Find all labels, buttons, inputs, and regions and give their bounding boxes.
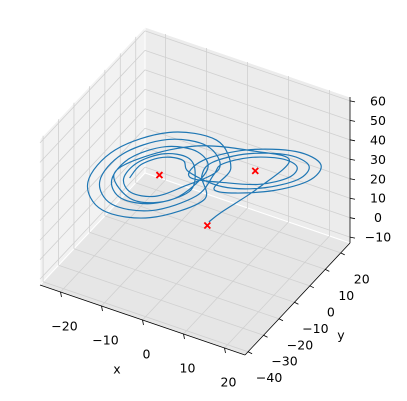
tick-mark bbox=[349, 217, 356, 220]
x-tick-label: −20 bbox=[51, 319, 77, 334]
grid-line bbox=[39, 147, 146, 260]
grid-line bbox=[144, 30, 351, 102]
y-axis-label: y bbox=[337, 328, 345, 343]
z-tick-label: 0 bbox=[374, 210, 382, 225]
grid-line bbox=[144, 88, 351, 160]
x-axis-label: x bbox=[113, 362, 120, 377]
y-tick-label: 0 bbox=[327, 304, 335, 319]
y-tick-label: −40 bbox=[256, 370, 282, 385]
grid-line bbox=[144, 69, 351, 141]
tick-mark bbox=[349, 158, 356, 161]
tick-mark bbox=[224, 347, 226, 354]
y-tick-label: 10 bbox=[338, 288, 354, 303]
grid-line bbox=[224, 235, 330, 349]
tick-mark bbox=[349, 178, 356, 181]
tick-mark bbox=[340, 252, 345, 256]
grid-line bbox=[39, 30, 146, 144]
tick-mark bbox=[349, 119, 356, 122]
marker-x bbox=[203, 221, 211, 230]
z-tick-label: 20 bbox=[370, 171, 386, 186]
tick-mark bbox=[278, 318, 284, 322]
tick-mark bbox=[60, 291, 62, 298]
grid-line bbox=[60, 179, 166, 293]
grid-line bbox=[39, 89, 146, 202]
z-tick-label: 30 bbox=[370, 152, 386, 167]
tick-mark bbox=[294, 301, 299, 305]
y-tick-label: −20 bbox=[287, 337, 313, 352]
x-tick-label: 10 bbox=[180, 361, 196, 376]
grid-line bbox=[144, 147, 351, 219]
tick-mark bbox=[263, 334, 268, 338]
z-tick-label: 50 bbox=[370, 113, 386, 128]
y-tick-label: −30 bbox=[271, 354, 297, 369]
tick-mark bbox=[349, 139, 356, 142]
x-tick-label: 20 bbox=[221, 375, 237, 390]
grid-line bbox=[39, 166, 146, 280]
tick-mark bbox=[349, 236, 356, 239]
tick-mark bbox=[349, 197, 356, 200]
tick-mark bbox=[142, 319, 144, 326]
marker-x bbox=[251, 167, 259, 175]
axis-line bbox=[244, 242, 351, 356]
grid bbox=[39, 30, 351, 353]
tick-mark bbox=[101, 305, 103, 312]
grid-line bbox=[39, 127, 146, 241]
tick-mark bbox=[247, 351, 253, 355]
grid-line bbox=[39, 50, 146, 163]
grid-line bbox=[120, 198, 326, 270]
plot-area bbox=[86, 131, 322, 230]
grid-line bbox=[89, 231, 295, 303]
grid-line bbox=[144, 108, 351, 180]
grid-line bbox=[135, 182, 341, 254]
marker-x bbox=[155, 171, 164, 179]
grid-line bbox=[42, 281, 249, 353]
grid-line bbox=[142, 207, 248, 321]
tick-mark bbox=[325, 268, 330, 272]
grid-line bbox=[183, 221, 289, 335]
y-tick-label: 20 bbox=[354, 271, 370, 286]
grid-line bbox=[73, 248, 280, 320]
tick-mark bbox=[183, 333, 185, 340]
grid-line bbox=[58, 264, 264, 336]
z-tick-label: 40 bbox=[370, 132, 386, 147]
x-tick-label: 0 bbox=[143, 347, 151, 362]
grid-line bbox=[101, 193, 207, 307]
grid-line bbox=[104, 215, 310, 287]
z-tick-label: 60 bbox=[370, 93, 386, 108]
tick-mark bbox=[349, 100, 356, 103]
y-tick-label: −10 bbox=[302, 321, 328, 336]
grid-line bbox=[144, 49, 351, 121]
trajectory-line bbox=[86, 131, 322, 223]
z-tick-label: 10 bbox=[370, 191, 386, 206]
grid-line bbox=[39, 108, 146, 222]
x-tick-label: −10 bbox=[92, 333, 118, 348]
grid-line bbox=[39, 69, 146, 183]
tick-mark bbox=[309, 285, 315, 289]
z-tick-label: −10 bbox=[365, 230, 391, 245]
grid-line bbox=[144, 166, 351, 238]
